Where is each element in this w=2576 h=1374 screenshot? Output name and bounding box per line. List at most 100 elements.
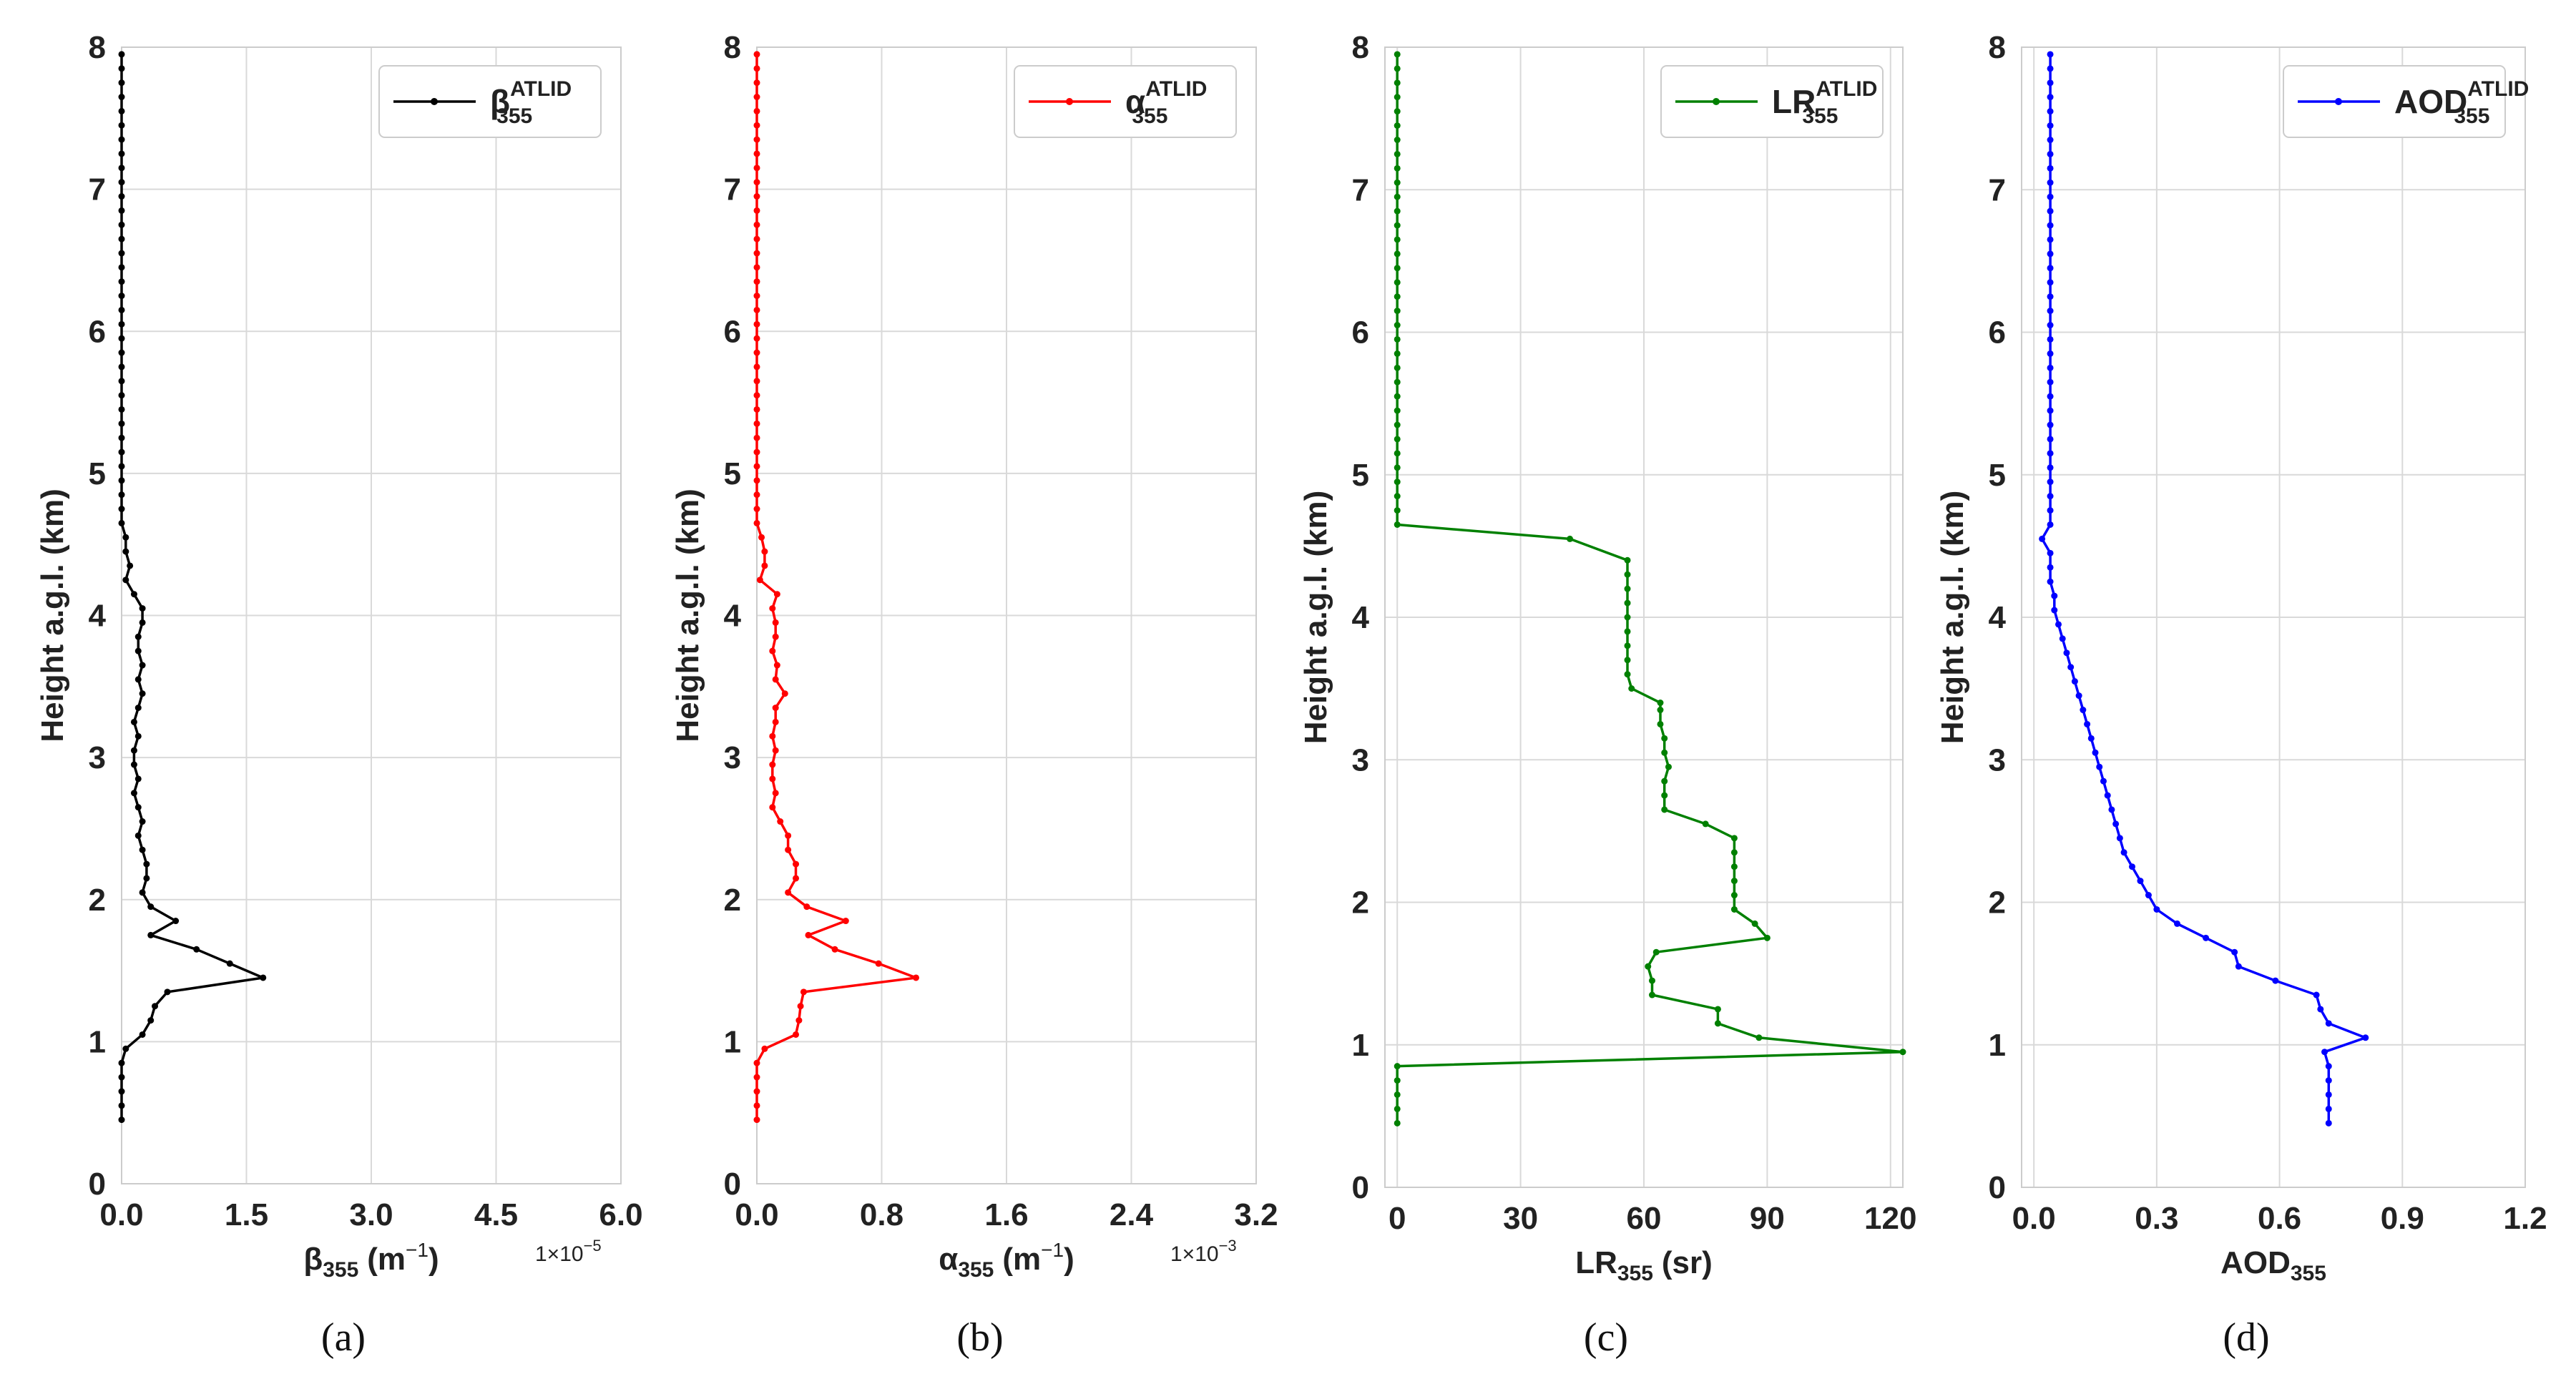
data-point <box>2047 79 2054 87</box>
y-tick-label: 0 <box>89 1167 106 1202</box>
data-point <box>1702 820 1709 828</box>
data-point <box>2067 664 2075 671</box>
data-point <box>1624 614 1631 621</box>
data-point <box>1730 892 1738 899</box>
data-point <box>2047 393 2054 400</box>
y-tick-label: 5 <box>89 456 106 491</box>
data-point <box>127 562 134 569</box>
data-point <box>753 179 760 186</box>
data-point <box>164 988 171 996</box>
y-tick-label: 6 <box>1989 315 2006 350</box>
data-point <box>2047 549 2054 556</box>
data-point <box>753 448 760 456</box>
y-tick-label: 6 <box>89 314 106 349</box>
data-point <box>1394 250 1401 257</box>
data-point <box>2047 108 2054 115</box>
data-point <box>2047 65 2054 72</box>
data-point <box>2047 137 2054 144</box>
x-scale-factor-base: 1×10 <box>1170 1242 1219 1266</box>
data-point <box>147 903 155 911</box>
data-point <box>2325 1119 2332 1127</box>
data-point <box>2075 692 2082 700</box>
data-point <box>118 107 125 114</box>
panel-caption: (a) <box>321 1315 366 1360</box>
data-point <box>130 591 137 598</box>
x-tick-label: 120 <box>1864 1201 1916 1236</box>
y-tick-label: 6 <box>724 314 741 349</box>
data-point <box>2047 507 2054 514</box>
y-tick-label: 0 <box>1352 1170 1369 1205</box>
x-axis-title: AOD355 <box>2220 1245 2326 1285</box>
x-axis-title-unit-exponent: −1 <box>1041 1239 1064 1261</box>
data-point <box>1648 991 1655 998</box>
data-point <box>761 562 768 569</box>
y-tick-label: 3 <box>724 740 741 775</box>
data-point <box>118 306 125 313</box>
data-point <box>2203 934 2210 941</box>
data-point <box>831 946 838 953</box>
legend-label-subscript: 355 <box>2454 104 2489 128</box>
data-point <box>1394 1077 1401 1084</box>
data-point <box>2129 863 2136 870</box>
data-point <box>1394 265 1401 272</box>
data-point <box>2047 279 2054 286</box>
data-point <box>2047 464 2054 471</box>
x-tick-label: 30 <box>1503 1201 1538 1236</box>
data-point <box>1763 934 1771 941</box>
legend-box <box>2283 65 2506 138</box>
legend-label-superscript: ATLID <box>2467 77 2529 101</box>
data-point <box>118 519 125 526</box>
legend-box <box>1660 65 1884 138</box>
data-point <box>753 519 760 526</box>
data-point <box>1394 364 1401 371</box>
data-point <box>1648 977 1655 984</box>
y-tick-label: 1 <box>89 1024 106 1059</box>
data-point <box>2071 678 2078 685</box>
x-tick-label: 2.4 <box>1110 1197 1154 1232</box>
data-point <box>1567 535 1574 542</box>
x-tick-label: 0.0 <box>2012 1201 2056 1236</box>
data-point <box>785 832 792 839</box>
data-point <box>2325 1077 2332 1084</box>
data-point <box>118 235 125 242</box>
data-point <box>2362 1034 2369 1041</box>
data-point <box>781 690 788 697</box>
legend-label: AODATLID 355 <box>2394 77 2529 128</box>
legend-marker-swatch <box>1066 98 1073 105</box>
data-point <box>2047 179 2054 186</box>
data-point <box>118 363 125 371</box>
data-point <box>1394 137 1401 144</box>
panel-caption: (d) <box>2223 1315 2269 1360</box>
data-point <box>1394 65 1401 72</box>
data-point <box>753 1059 760 1066</box>
data-point <box>2047 165 2054 172</box>
data-point <box>1394 279 1401 286</box>
data-point <box>1394 393 1401 400</box>
data-point <box>753 165 760 172</box>
data-point <box>2051 607 2058 614</box>
data-point <box>2047 122 2054 129</box>
data-point <box>2047 293 2054 300</box>
y-axis-title: Height a.g.l. (km) <box>35 489 70 742</box>
data-point <box>130 718 137 725</box>
x-tick-label: 0.9 <box>2381 1201 2424 1236</box>
x-tick-label: 0.0 <box>735 1197 778 1232</box>
legend-label-subscript: 355 <box>1802 104 1838 128</box>
legend-label: LRATLID 355 <box>1772 77 1877 128</box>
data-point <box>134 676 142 683</box>
data-point <box>118 420 125 427</box>
data-point <box>753 193 760 200</box>
x-tick-label: 0.3 <box>2135 1201 2178 1236</box>
series-line <box>120 54 265 1120</box>
data-point <box>118 463 125 470</box>
data-point <box>2096 763 2103 770</box>
data-point <box>134 705 142 712</box>
data-point <box>118 94 125 101</box>
data-point <box>753 392 760 399</box>
data-point <box>875 960 882 967</box>
x-tick-label: 0.6 <box>2258 1201 2301 1236</box>
y-axis-title: Height a.g.l. (km) <box>1935 491 1970 744</box>
data-point <box>2325 1105 2332 1112</box>
data-point <box>2313 991 2320 998</box>
y-tick-label: 5 <box>724 456 741 491</box>
